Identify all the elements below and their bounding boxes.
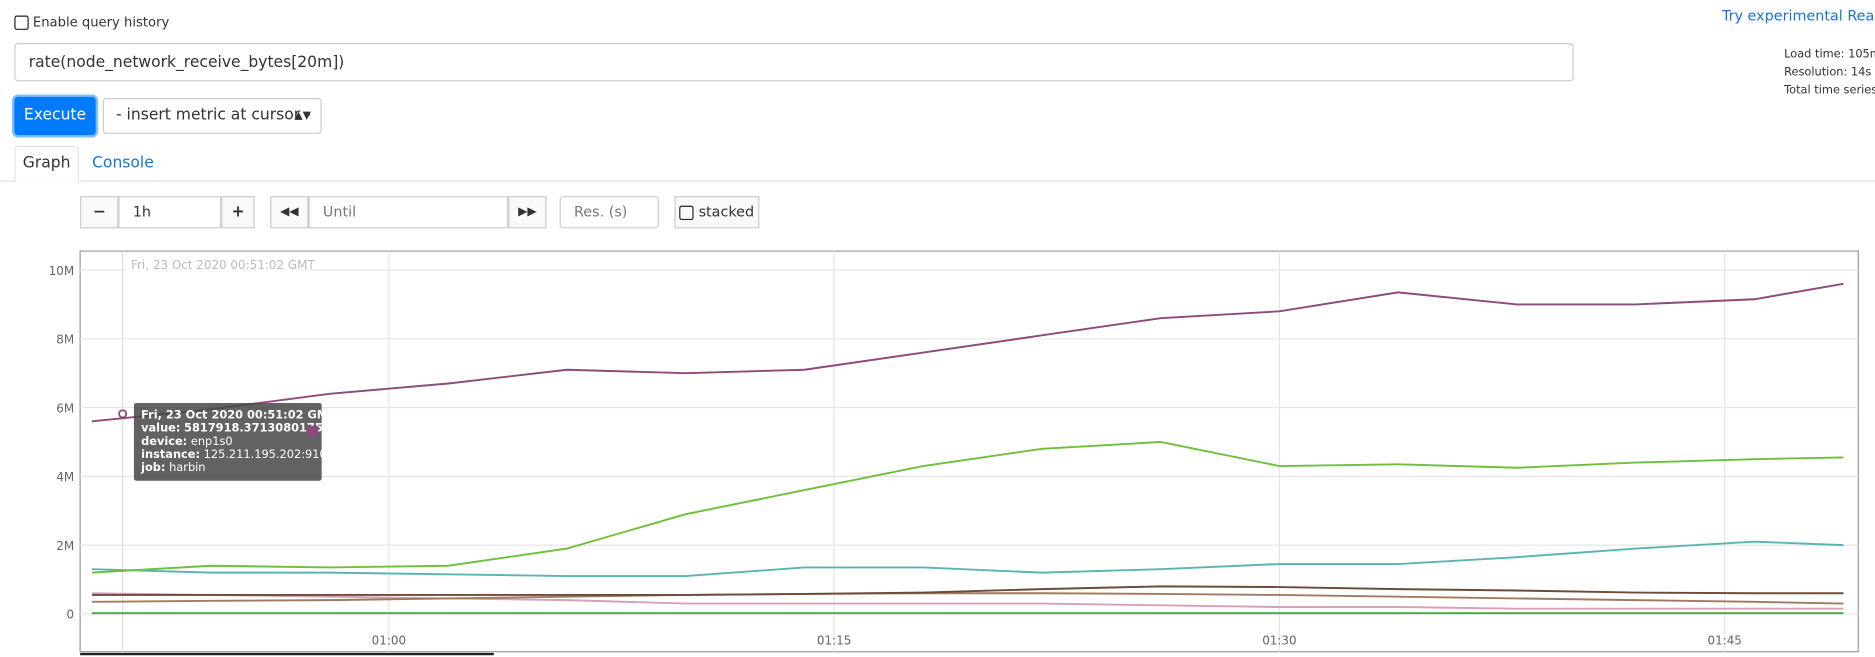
tooltip-text: enp1s0 <box>190 435 233 449</box>
tab[interactable]: Console <box>92 154 154 173</box>
tooltip-field: instance: 125.211.195.202:9100 <box>141 448 334 462</box>
select-text: - insert metric at cursor - <box>115 106 311 125</box>
x-tick-label: 01:00 <box>372 634 406 648</box>
stats: Load time: 105ms Resolution: 14s Total t… <box>1784 45 1875 99</box>
range-minus[interactable]: − <box>80 196 119 229</box>
series-line <box>91 592 1844 610</box>
tooltip-key: instance: <box>141 448 201 462</box>
x-tick-label: 01:45 <box>1707 634 1741 648</box>
series-line <box>91 282 1844 423</box>
y-tick-label: 8M <box>56 333 74 347</box>
tooltip-key: device: <box>141 435 188 449</box>
until-input[interactable]: Until <box>308 196 509 229</box>
y-tick-label: 6M <box>56 401 74 415</box>
hover-point <box>118 409 128 419</box>
series-line <box>91 592 1844 605</box>
crosshair-label: Fri, 23 Oct 2020 00:51:02 GMT <box>131 258 315 272</box>
tooltip-number: 5817918.3713080175 <box>184 422 323 436</box>
x-tick-label: 01:15 <box>817 634 851 648</box>
plot-area <box>79 250 1859 653</box>
checkbox[interactable] <box>679 205 694 220</box>
tooltip: Fri, 23 Oct 2020 00:51:02 GMT value: 581… <box>133 402 336 481</box>
execute-button[interactable]: Execute <box>14 96 96 136</box>
series-line <box>91 440 1844 574</box>
query-input[interactable]: rate(node_network_receive_bytes[20m]) <box>14 43 1574 82</box>
series-line <box>91 540 1844 578</box>
tooltip-text: harbin <box>169 461 206 475</box>
x-tick-label: 01:30 <box>1262 634 1296 648</box>
tooltip-value: value: 5817918.3713080175 <box>141 422 323 437</box>
stat: Resolution: 14s <box>1784 65 1872 79</box>
forward-button[interactable]: ▶▶ <box>508 196 547 229</box>
history-toggle[interactable]: Enable query history <box>14 14 169 30</box>
tooltip-key: job: <box>141 461 166 475</box>
tooltip-time: Fri, 23 Oct 2020 00:51:02 GMT <box>141 408 336 423</box>
range-input[interactable]: 1h <box>118 196 222 229</box>
y-tick-label: 4M <box>56 470 74 484</box>
checkbox[interactable] <box>14 15 29 30</box>
metric-select[interactable]: - insert metric at cursor - ▲▼ <box>102 98 322 134</box>
crosshair-box <box>125 254 300 276</box>
resolution-input[interactable]: Res. (s) <box>559 196 659 229</box>
back-button[interactable]: ◀◀ <box>270 196 309 229</box>
tab[interactable]: Graph <box>14 145 79 182</box>
tooltip-text: 125.211.195.202:9100 <box>203 448 334 462</box>
tab-line <box>0 180 1875 182</box>
range-plus[interactable]: + <box>221 196 255 229</box>
stacked-toggle[interactable]: stacked <box>674 196 760 229</box>
y-tick-label: 0 <box>67 608 75 622</box>
tooltip-field: job: harbin <box>141 462 314 475</box>
y-tick-label: 10M <box>49 264 75 278</box>
tooltip-key: value: <box>141 422 181 436</box>
swatch <box>307 425 319 437</box>
react-link[interactable]: Try experimental React U <box>1721 7 1875 24</box>
series-line <box>91 585 1844 596</box>
history-label: Enable query history <box>32 14 170 30</box>
stat: Total time series: <box>1784 83 1875 97</box>
stacked-label: stacked <box>698 203 755 221</box>
y-tick-label: 2M <box>56 539 74 553</box>
stat: Load time: 105ms <box>1784 47 1875 61</box>
tooltip-field: device: enp1s0 <box>141 435 314 448</box>
